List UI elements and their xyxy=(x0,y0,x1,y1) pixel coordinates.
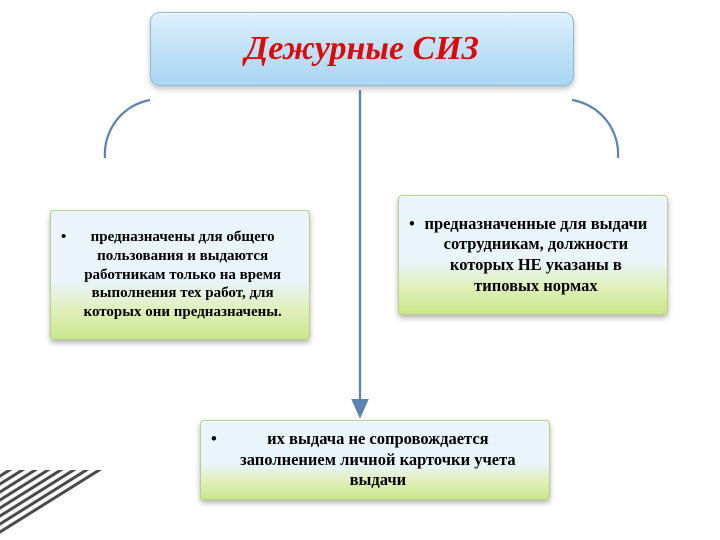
corner-decoration xyxy=(0,470,140,540)
bullet-icon: • xyxy=(409,214,415,234)
bullet-icon: • xyxy=(211,429,217,449)
connector-left-arc xyxy=(105,100,150,158)
info-box-left-text: предназначены для общего пользования и в… xyxy=(70,228,295,322)
title-text: Дежурные СИЗ xyxy=(245,30,479,68)
bullet-icon: • xyxy=(61,228,66,246)
info-box-right: • предназначенные для выдачи сотрудникам… xyxy=(398,195,668,315)
title-box: Дежурные СИЗ xyxy=(150,12,574,86)
connector-right-arc xyxy=(572,100,618,158)
info-box-bottom: • их выдача не сопровождается заполнение… xyxy=(200,420,550,500)
info-box-left: • предназначены для общего пользования и… xyxy=(50,210,310,340)
info-box-bottom-text: их выдача не сопровождается заполнением … xyxy=(221,429,535,491)
info-box-right-text: предназначенные для выдачи сотрудникам, … xyxy=(419,214,653,297)
